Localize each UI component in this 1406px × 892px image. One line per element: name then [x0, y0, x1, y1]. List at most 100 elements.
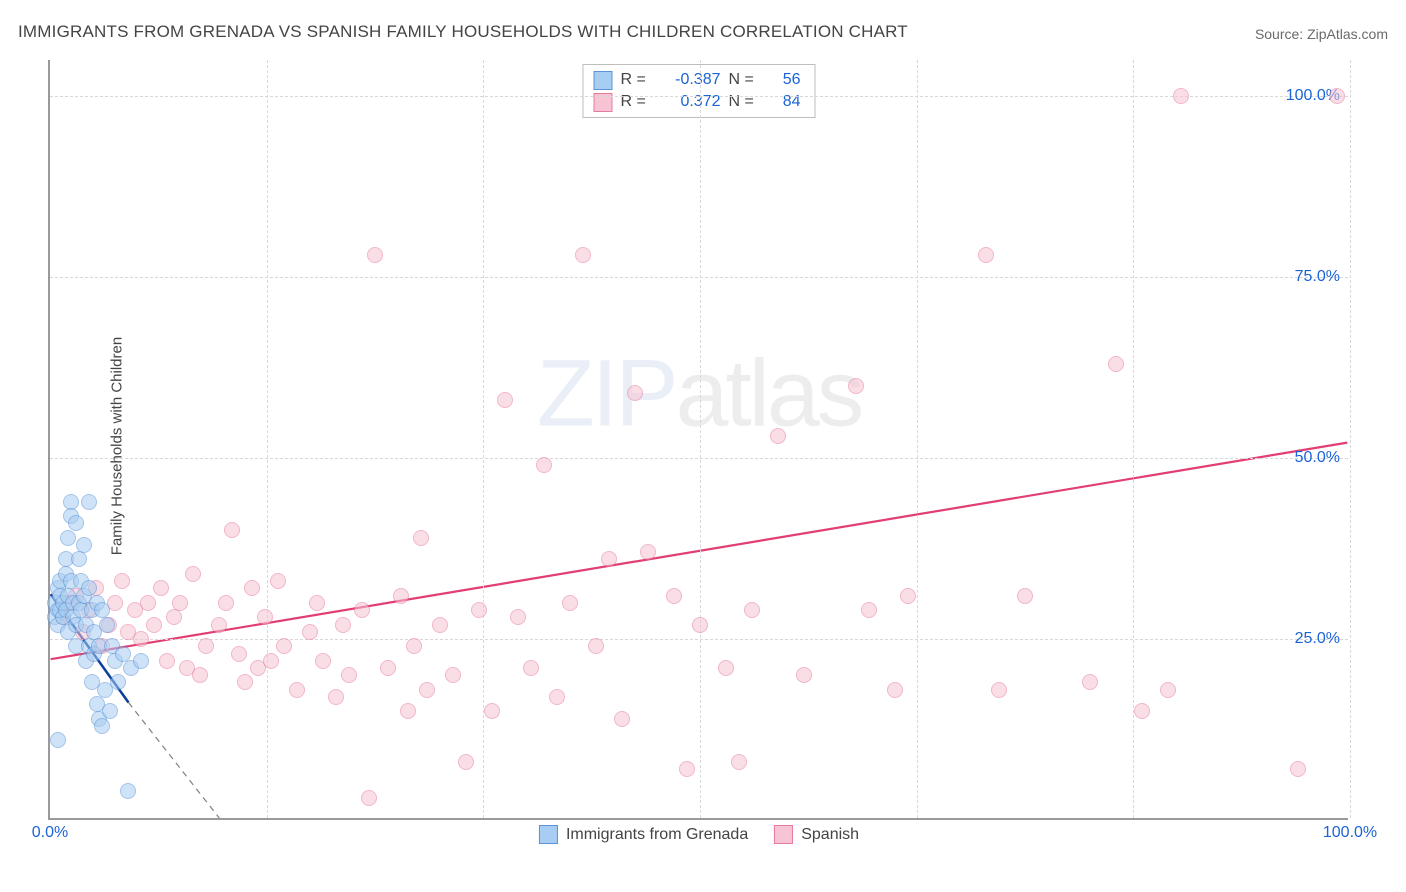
grid-line-v [1350, 60, 1351, 818]
point-spanish [192, 667, 208, 683]
swatch-grenada [594, 71, 613, 90]
legend-label-spanish: Spanish [801, 826, 859, 844]
point-spanish [341, 667, 357, 683]
r-value-grenada: -0.387 [659, 71, 721, 89]
point-grenada [81, 494, 97, 510]
point-spanish [614, 711, 630, 727]
watermark-rest: atlas [676, 340, 862, 446]
point-spanish [114, 573, 130, 589]
point-grenada [94, 718, 110, 734]
y-tick-label: 50.0% [1295, 449, 1340, 467]
legend-swatch-grenada [539, 825, 558, 844]
point-spanish [185, 566, 201, 582]
point-spanish [309, 595, 325, 611]
point-spanish [328, 689, 344, 705]
point-grenada [71, 551, 87, 567]
point-grenada [120, 783, 136, 799]
point-spanish [1108, 356, 1124, 372]
chart-title: IMMIGRANTS FROM GRENADA VS SPANISH FAMIL… [18, 22, 908, 42]
point-spanish [640, 544, 656, 560]
point-spanish [445, 667, 461, 683]
point-spanish [744, 602, 760, 618]
point-spanish [562, 595, 578, 611]
r-label: R = [621, 71, 651, 89]
point-spanish [601, 551, 617, 567]
point-spanish [887, 682, 903, 698]
point-spanish [172, 595, 188, 611]
point-spanish [679, 761, 695, 777]
legend-item-spanish: Spanish [774, 825, 859, 844]
y-tick-label: 25.0% [1295, 630, 1340, 648]
point-spanish [302, 624, 318, 640]
point-spanish [367, 247, 383, 263]
point-spanish [510, 609, 526, 625]
point-spanish [257, 609, 273, 625]
point-spanish [140, 595, 156, 611]
point-spanish [900, 588, 916, 604]
point-spanish [536, 457, 552, 473]
point-spanish [861, 602, 877, 618]
grid-line-v [1133, 60, 1134, 818]
point-spanish [991, 682, 1007, 698]
point-grenada [68, 515, 84, 531]
point-spanish [231, 646, 247, 662]
point-spanish [497, 392, 513, 408]
point-spanish [1082, 674, 1098, 690]
point-spanish [731, 754, 747, 770]
point-spanish [289, 682, 305, 698]
point-spanish [159, 653, 175, 669]
legend-item-grenada: Immigrants from Grenada [539, 825, 748, 844]
stat-row-grenada: R = -0.387 N = 56 [594, 69, 801, 91]
grid-line-v [917, 60, 918, 818]
point-spanish [270, 573, 286, 589]
point-spanish [166, 609, 182, 625]
point-spanish [588, 638, 604, 654]
grid-line-h [50, 639, 1348, 640]
point-spanish [471, 602, 487, 618]
source-label: Source: ZipAtlas.com [1255, 26, 1388, 42]
point-spanish [484, 703, 500, 719]
point-spanish [1017, 588, 1033, 604]
point-spanish [1173, 88, 1189, 104]
stat-row-spanish: R = 0.372 N = 84 [594, 91, 801, 113]
scatter-plot: ZIPatlas R = -0.387 N = 56 R = 0.372 N =… [48, 60, 1348, 820]
point-spanish [413, 530, 429, 546]
point-spanish [1290, 761, 1306, 777]
grid-line-v [267, 60, 268, 818]
point-grenada [102, 703, 118, 719]
trend-lines [50, 60, 1348, 818]
grid-line-v [483, 60, 484, 818]
point-spanish [244, 580, 260, 596]
legend-swatch-spanish [774, 825, 793, 844]
point-spanish [224, 522, 240, 538]
grid-line-v [700, 60, 701, 818]
point-spanish [770, 428, 786, 444]
point-spanish [458, 754, 474, 770]
point-grenada [60, 530, 76, 546]
point-spanish [796, 667, 812, 683]
point-grenada [99, 617, 115, 633]
point-spanish [276, 638, 292, 654]
point-spanish [848, 378, 864, 394]
point-spanish [400, 703, 416, 719]
watermark-zip: ZIP [537, 340, 676, 446]
point-grenada [76, 537, 92, 553]
point-spanish [133, 631, 149, 647]
stat-legend: R = -0.387 N = 56 R = 0.372 N = 84 [583, 64, 816, 118]
legend-label-grenada: Immigrants from Grenada [566, 826, 748, 844]
bottom-legend: Immigrants from Grenada Spanish [539, 825, 859, 844]
point-grenada [133, 653, 149, 669]
grid-line-h [50, 458, 1348, 459]
point-spanish [335, 617, 351, 633]
n-label: N = [729, 71, 759, 89]
point-spanish [198, 638, 214, 654]
y-tick-label: 75.0% [1295, 268, 1340, 286]
point-spanish [406, 638, 422, 654]
point-spanish [432, 617, 448, 633]
point-spanish [978, 247, 994, 263]
point-spanish [211, 617, 227, 633]
point-spanish [237, 674, 253, 690]
point-spanish [393, 588, 409, 604]
point-spanish [419, 682, 435, 698]
point-spanish [1329, 88, 1345, 104]
